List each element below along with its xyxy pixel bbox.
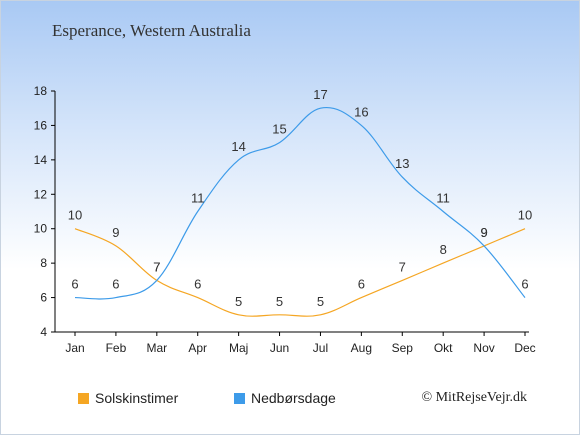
data-label-rain: 15 bbox=[272, 122, 286, 137]
x-tick-label: Apr bbox=[188, 341, 207, 355]
data-label-sun: 5 bbox=[317, 294, 324, 309]
data-label-sun: 6 bbox=[358, 277, 365, 292]
x-tick-label: Nov bbox=[473, 341, 494, 355]
x-tick-label: Sep bbox=[392, 341, 414, 355]
y-tick-label: 4 bbox=[40, 325, 47, 339]
data-label-rain: 6 bbox=[112, 277, 119, 292]
data-label-rain: 7 bbox=[153, 259, 160, 274]
legend-item-rain: Nedbørsdage bbox=[234, 390, 336, 406]
chart-title: Esperance, Western Australia bbox=[52, 21, 251, 40]
data-label-rain: 6 bbox=[521, 277, 528, 292]
x-tick-label: Okt bbox=[434, 341, 453, 355]
data-label-sun: 5 bbox=[276, 294, 283, 309]
data-label-sun: 10 bbox=[68, 208, 82, 223]
series-line-rain bbox=[74, 106, 526, 300]
data-label-rain: 9 bbox=[480, 225, 487, 240]
x-tick-label: Jul bbox=[313, 341, 328, 355]
data-label-sun: 6 bbox=[194, 277, 201, 292]
data-label-sun: 9 bbox=[480, 225, 487, 240]
data-label-sun: 5 bbox=[235, 294, 242, 309]
x-tick-label: Mar bbox=[146, 341, 167, 355]
legend-swatch-rain bbox=[234, 392, 245, 404]
data-label-rain: 11 bbox=[436, 191, 450, 206]
data-label-rain: 13 bbox=[395, 156, 409, 171]
data-label-sun: 7 bbox=[399, 259, 406, 274]
series-line-sun bbox=[74, 228, 526, 317]
y-tick-label: 18 bbox=[34, 84, 48, 98]
x-tick-label: Maj bbox=[229, 341, 248, 355]
y-tick-label: 14 bbox=[34, 153, 48, 167]
data-label-sun: 9 bbox=[112, 225, 119, 240]
y-tick-label: 10 bbox=[34, 222, 48, 236]
y-tick-label: 12 bbox=[34, 187, 48, 201]
data-label-rain: 17 bbox=[313, 87, 327, 102]
x-tick-label: Feb bbox=[106, 341, 127, 355]
data-label-sun: 7 bbox=[153, 259, 160, 274]
y-tick-label: 6 bbox=[40, 291, 47, 305]
x-tick-label: Jan bbox=[65, 341, 84, 355]
copyright-credit: © MitRejseVejr.dk bbox=[421, 390, 527, 405]
legend-label-sun: Solskinstimer bbox=[95, 390, 179, 406]
data-label-sun: 8 bbox=[440, 242, 447, 257]
data-label-rain: 16 bbox=[354, 104, 368, 119]
legend-item-sun: Solskinstimer bbox=[78, 390, 178, 406]
data-label-rain: 11 bbox=[191, 191, 205, 206]
x-tick-label: Dec bbox=[514, 341, 535, 355]
data-label-sun: 10 bbox=[518, 208, 532, 223]
x-tick-label: Aug bbox=[351, 341, 372, 355]
data-label-rain: 6 bbox=[71, 277, 78, 292]
legend-label-rain: Nedbørsdage bbox=[251, 390, 336, 406]
data-label-rain: 14 bbox=[231, 139, 245, 154]
x-tick-label: Jun bbox=[270, 341, 289, 355]
y-tick-label: 16 bbox=[34, 118, 48, 132]
y-tick-label: 8 bbox=[40, 256, 47, 270]
legend-swatch-sun bbox=[78, 392, 89, 404]
